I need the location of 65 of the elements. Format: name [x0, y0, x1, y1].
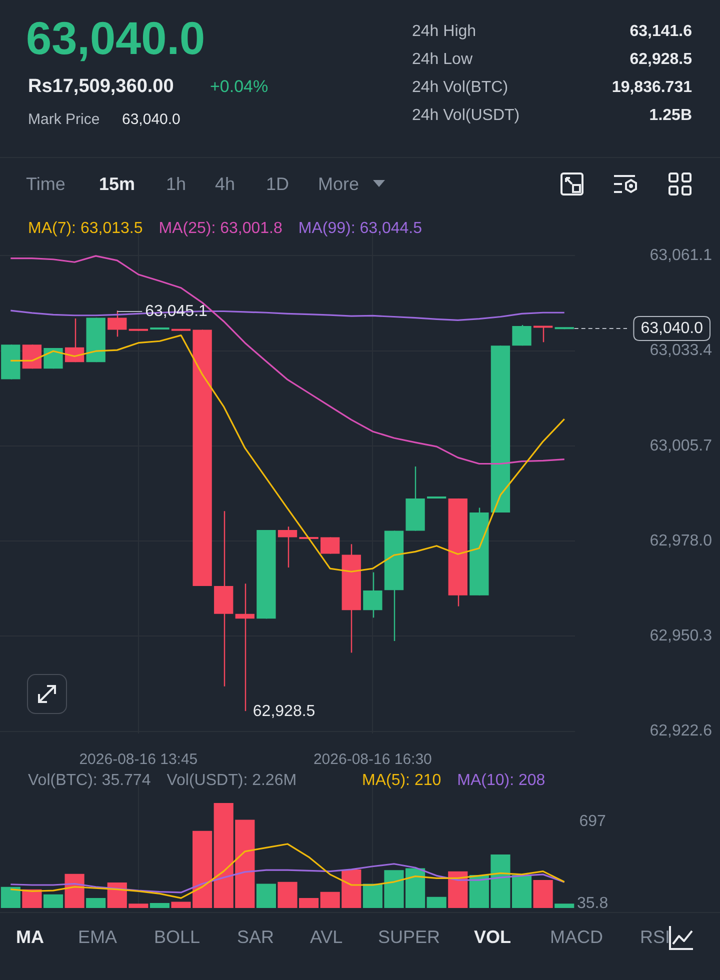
y-tick-label: 697 [579, 812, 606, 830]
text: MA(99): 63,044.5 [298, 220, 422, 238]
bar [64, 874, 84, 908]
text: 63,141.6 [630, 23, 692, 42]
y-tick-label: 62,978.0 [650, 532, 712, 550]
text: 24h Vol(BTC) [412, 79, 508, 98]
text: Mark Price [28, 111, 100, 128]
text: 62,928.5 [630, 51, 692, 70]
annotation: 62,928.5 [252, 702, 316, 720]
y-tick-label: 63,005.7 [650, 437, 712, 454]
text: MA(5): 210 [362, 772, 442, 790]
text: MA [16, 927, 44, 948]
text: More [318, 174, 360, 195]
text: 63,040.0 [26, 12, 206, 65]
text: BOLL [154, 927, 200, 948]
ref-line-label: 63,040.0 [640, 320, 704, 337]
text: 15m [99, 174, 136, 195]
text: SAR [237, 927, 274, 948]
text: 24h Vol(USDT) [412, 107, 520, 126]
y-tick-label: 63,061.1 [650, 247, 712, 264]
annotation: Vol(USDT): 2.26M [166, 772, 297, 790]
bar [43, 894, 64, 908]
annotation: Vol(BTC): 35.774 [28, 772, 151, 790]
text: +0.04% [210, 77, 268, 97]
bar [426, 896, 446, 908]
y-tick-label: 62,922.6 [650, 722, 712, 740]
bar [150, 903, 170, 908]
text: 19,836.731 [612, 79, 692, 98]
text: 4h [215, 174, 236, 195]
y-tick-label: 62,950.3 [650, 628, 712, 645]
text: 24h High [412, 23, 476, 42]
candlestick [278, 526, 298, 568]
bar [554, 904, 574, 908]
y-tick-label: 63,033.4 [650, 342, 712, 360]
candlestick [533, 325, 553, 343]
candlestick [235, 583, 254, 712]
text: 1.25B [649, 107, 692, 126]
candlestick [108, 310, 127, 338]
bar [256, 884, 276, 908]
text: RSI [640, 927, 670, 948]
bar [0, 886, 20, 908]
y-tick-label: 35.8 [577, 894, 608, 912]
x-tick-label: 2026-08-16 16:30 [313, 751, 432, 768]
candlestick [363, 572, 382, 618]
bar [22, 889, 42, 908]
chart-title: 63,040.0 [122, 111, 180, 128]
text: Rs17,509,360.00 [28, 76, 174, 98]
candlestick [512, 324, 532, 346]
bar [448, 871, 468, 908]
text: MA(10): 208 [457, 772, 546, 790]
text: 24h Low [412, 51, 472, 70]
candlestick [320, 536, 340, 554]
text: AVL [310, 927, 343, 948]
bar [86, 898, 106, 908]
text: SUPER [378, 927, 440, 948]
text: MACD [550, 927, 603, 948]
text: MA(7): 63,013.5 [28, 220, 143, 238]
bar [533, 880, 553, 908]
text: Time [26, 174, 66, 195]
text: EMA [78, 927, 118, 948]
text: VOL [474, 927, 512, 948]
text: 1D [266, 174, 290, 195]
x-tick-label: 2026-08-16 13:45 [79, 751, 198, 768]
text: MA(25): 63,001.8 [158, 220, 282, 238]
text: 1h [166, 174, 186, 195]
